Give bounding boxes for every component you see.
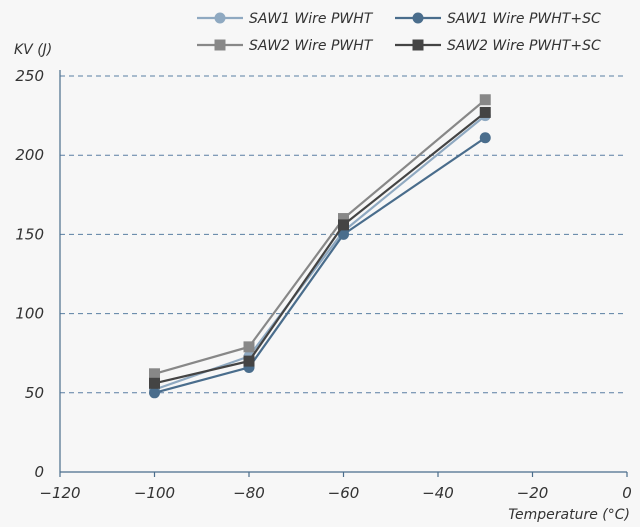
series-line xyxy=(154,136,486,394)
legend-item: SAW2 Wire PWHT xyxy=(197,38,374,54)
legend-item: SAW2 Wire PWHT+SC xyxy=(395,38,601,54)
data-point xyxy=(338,228,349,240)
x-tick-label: −20 xyxy=(517,484,549,502)
legend-item: SAW1 Wire PWHT xyxy=(197,11,374,27)
legend: SAW1 Wire PWHT SAW1 Wire PWHT+SC SAW2 Wire… xyxy=(197,11,601,54)
x-tick-label: 0 xyxy=(622,484,632,502)
legend-label: SAW1 Wire PWHT+SC xyxy=(447,11,601,27)
y-tick-label: 100 xyxy=(15,305,44,323)
legend-label: SAW2 Wire PWHT xyxy=(249,38,374,54)
data-point xyxy=(479,94,491,106)
axes: 0 50 100 150 200 250 −120 −100 −80 −60 −40 −20 0 xyxy=(15,67,631,502)
series-line xyxy=(154,111,486,385)
data-point xyxy=(338,213,349,225)
y-tick-label: 250 xyxy=(15,67,44,85)
x-tick-label: −100 xyxy=(134,484,175,502)
data-point xyxy=(412,39,424,51)
x-tick-label: −60 xyxy=(328,484,360,502)
data-point xyxy=(149,387,160,399)
y-tick-label: 0 xyxy=(34,463,44,481)
y-tick-label: 50 xyxy=(25,384,44,402)
y-tick-label: 200 xyxy=(15,146,44,164)
data-point xyxy=(214,39,226,51)
data-point xyxy=(479,106,491,118)
series-layer xyxy=(149,94,491,399)
data-point xyxy=(479,132,491,144)
data-point xyxy=(338,219,349,231)
x-axis-title: Temperature (°C) xyxy=(508,507,630,523)
legend-label: SAW1 Wire PWHT xyxy=(249,11,374,27)
x-tick-label: −80 xyxy=(233,484,265,502)
series-line xyxy=(154,98,486,375)
data-point xyxy=(149,368,160,380)
data-point xyxy=(243,355,255,367)
data-point xyxy=(149,377,160,389)
y-axis-title: KV (J) xyxy=(14,42,52,58)
legend-label: SAW2 Wire PWHT+SC xyxy=(447,38,601,54)
data-point xyxy=(243,341,255,353)
x-tick-label: −40 xyxy=(422,484,454,502)
series-saw2-wire-pwht xyxy=(149,94,491,380)
data-point xyxy=(412,12,424,24)
legend-item: SAW1 Wire PWHT+SC xyxy=(395,11,601,27)
x-tick-label: −120 xyxy=(39,484,80,502)
data-point xyxy=(214,12,226,24)
series-saw2-wire-pwht-sc xyxy=(149,106,491,389)
y-tick-label: 150 xyxy=(15,225,44,243)
